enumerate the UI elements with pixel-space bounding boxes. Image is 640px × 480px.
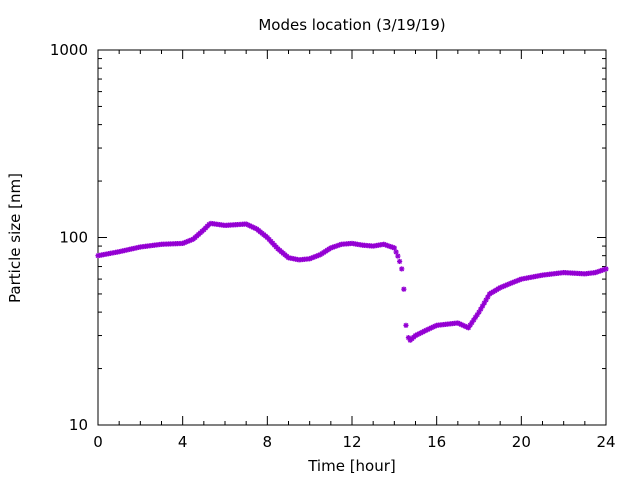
x-tick-label: 4 — [178, 433, 188, 451]
x-tick-label: 12 — [342, 433, 361, 451]
data-point — [397, 258, 403, 265]
y-axis-label: Particle size [nm] — [6, 173, 24, 303]
x-axis-ticks: 0 4 8 12 16 20 24 — [93, 50, 616, 451]
y-tick-label: 100 — [59, 229, 88, 247]
data-point — [403, 322, 409, 328]
data-point — [395, 253, 401, 259]
data-point — [603, 266, 609, 272]
data-point — [393, 249, 399, 255]
x-tick-label: 8 — [263, 433, 273, 451]
x-tick-label: 20 — [512, 433, 531, 451]
y-tick-label: 1000 — [50, 41, 88, 59]
y-tick-label: 10 — [69, 416, 88, 434]
plot-area — [97, 49, 607, 426]
x-tick-label: 24 — [596, 433, 615, 451]
data-point — [401, 286, 407, 292]
data-point — [399, 266, 405, 272]
x-tick-label: 0 — [93, 433, 103, 451]
data-points — [95, 220, 609, 343]
y-axis-ticks: 10 100 1000 — [50, 41, 606, 434]
chart-title: Modes location (3/19/19) — [258, 16, 445, 34]
data-point — [391, 245, 397, 251]
x-axis-label: Time [hour] — [307, 457, 396, 475]
x-tick-label: 16 — [427, 433, 446, 451]
